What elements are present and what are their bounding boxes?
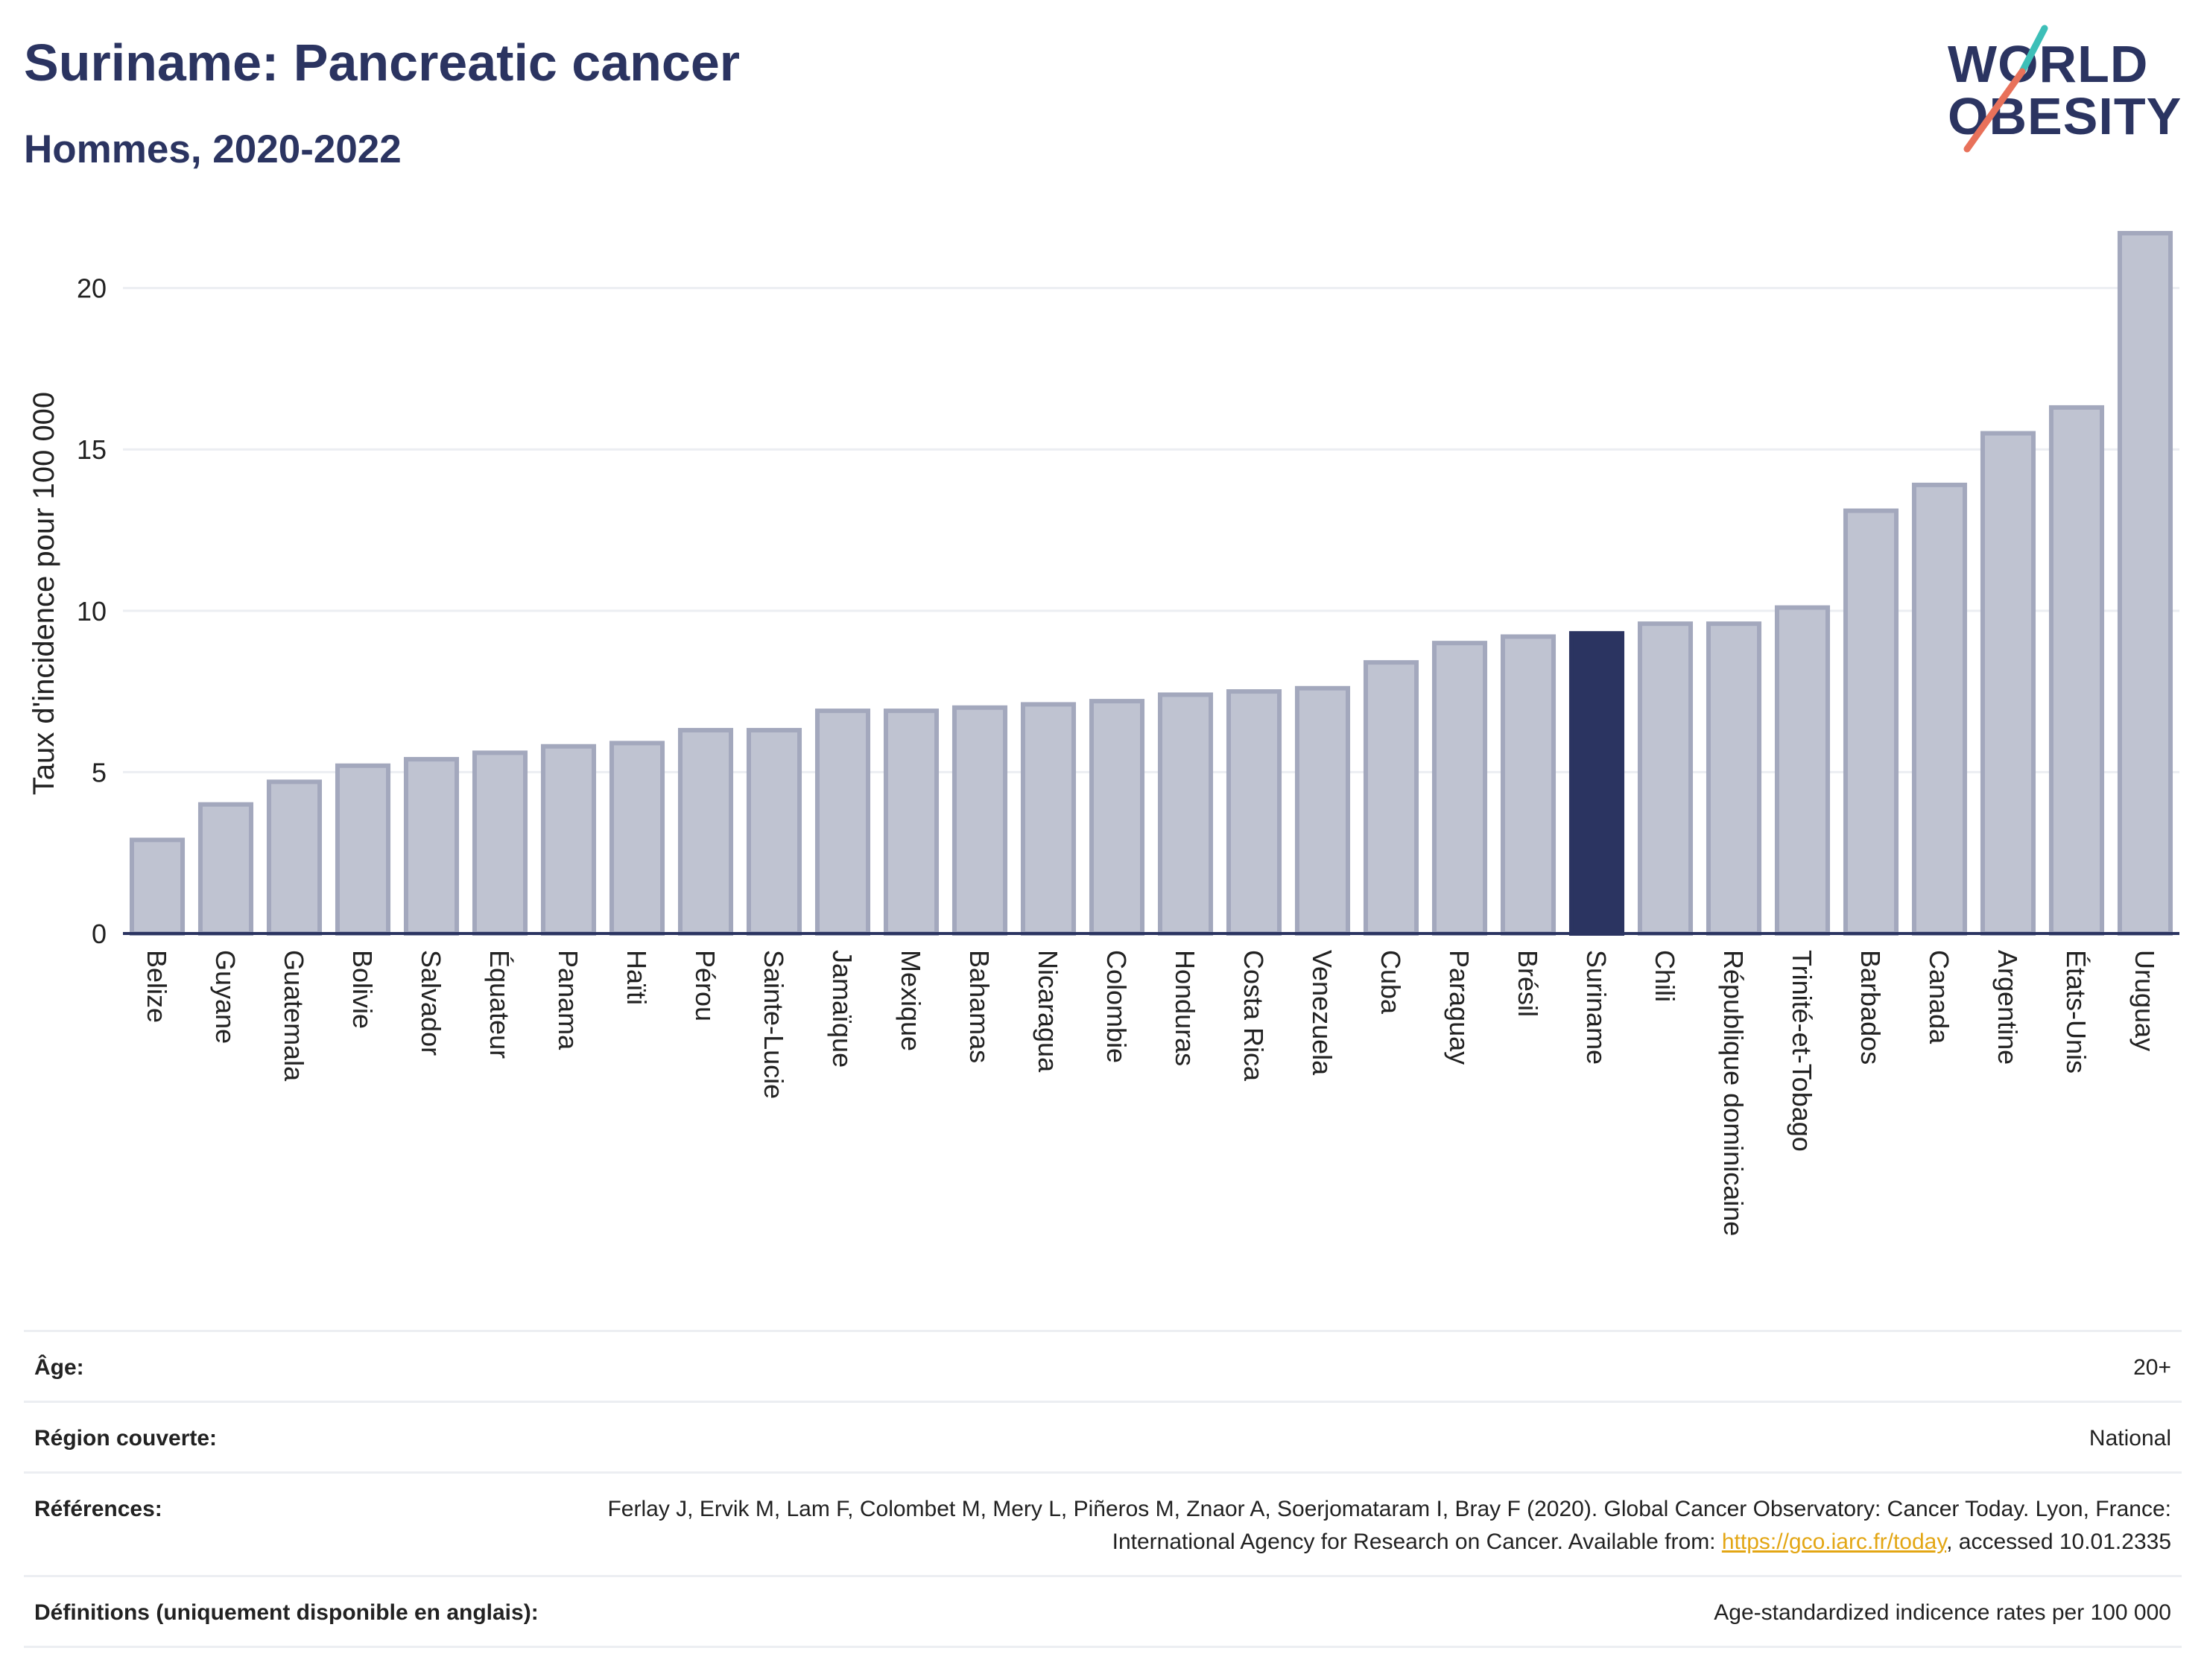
- meta-label: Définitions (uniquement disponible en an…: [34, 1600, 539, 1625]
- logo-word-world: WORLD: [1948, 35, 2149, 93]
- bar: [197, 802, 254, 936]
- x-tick-label: Bahamas: [964, 950, 995, 1063]
- x-tick-label: Sainte-Lucie: [759, 950, 789, 1099]
- x-tick-label: Haïti: [621, 950, 652, 1005]
- bar: [1294, 685, 1351, 936]
- x-tick-label: Guatemala: [279, 950, 309, 1082]
- meta-row-age: Âge: 20+: [24, 1330, 2182, 1401]
- x-tick-label: Barbados: [1855, 950, 1886, 1065]
- bar: [2048, 405, 2105, 936]
- x-tick-label: États-Unis: [2061, 950, 2091, 1074]
- x-tick-label: Jamaïque: [827, 950, 858, 1068]
- bar: [1706, 621, 1762, 936]
- reference-link[interactable]: https://gco.iarc.fr/today: [1721, 1530, 1947, 1554]
- x-tick-label: Uruguay: [2129, 950, 2160, 1051]
- bar: [266, 779, 323, 936]
- x-tick-label: Bolivie: [347, 950, 378, 1029]
- bar: [335, 763, 391, 936]
- bar: [1774, 605, 1831, 936]
- x-tick-label: Costa Rica: [1238, 950, 1269, 1082]
- x-tick-label: Venezuela: [1307, 950, 1337, 1076]
- bar: [814, 709, 871, 936]
- logo-slash-icon: [1963, 25, 2048, 153]
- bar: [1226, 689, 1282, 936]
- y-tick-label: 15: [77, 434, 107, 465]
- x-tick-label: Chili: [1650, 950, 1680, 1002]
- x-tick-label: Suriname: [1581, 950, 1612, 1065]
- bar: [609, 741, 665, 936]
- meta-row-references: Références: Ferlay J, Ervik M, Lam F, Co…: [24, 1471, 2182, 1575]
- bar: [1980, 431, 2036, 936]
- world-obesity-logo: WORLD OBESITY: [1945, 22, 2191, 156]
- x-tick-label: Mexique: [896, 950, 926, 1051]
- bar-chart: 0 5 10 15 20 Taux d'incidence pour 100 000 Bel…: [28, 230, 2179, 1236]
- bar: [472, 750, 528, 936]
- x-tick-label: Nicaragua: [1033, 950, 1063, 1073]
- bar: [1157, 692, 1214, 936]
- bar: [677, 728, 734, 936]
- meta-row-definitions: Définitions (uniquement disponible en an…: [24, 1575, 2182, 1648]
- bar: [1843, 508, 1899, 936]
- bar: [1500, 634, 1557, 936]
- x-tick-label: Honduras: [1170, 950, 1200, 1066]
- bar: [1637, 621, 1694, 936]
- meta-label: Âge:: [34, 1355, 84, 1380]
- bar: [1363, 660, 1419, 936]
- metadata-table: Âge: 20+ Région couverte: National Référ…: [24, 1330, 2182, 1648]
- x-tick-label: Brésil: [1513, 950, 1543, 1017]
- bar: [1568, 631, 1625, 936]
- x-tick-label: République dominicaine: [1718, 950, 1749, 1236]
- bar: [1020, 702, 1077, 936]
- meta-label: Références:: [34, 1497, 162, 1521]
- meta-value: Age-standardized indicence rates per 100…: [1714, 1600, 2171, 1625]
- bar: [2117, 230, 2173, 936]
- y-tick-label: 5: [92, 757, 107, 787]
- x-tick-label: Pérou: [690, 950, 721, 1021]
- bar: [129, 837, 186, 936]
- bar: [1431, 641, 1488, 936]
- meta-row-region: Région couverte: National: [24, 1401, 2182, 1471]
- chart-title: Suriname: Pancreatic cancer: [24, 34, 741, 92]
- bar: [951, 705, 1008, 936]
- meta-label: Région couverte:: [34, 1426, 218, 1451]
- y-tick-label: 0: [92, 919, 107, 949]
- x-tick-label: Panama: [553, 950, 583, 1050]
- x-tick-label: Paraguay: [1444, 950, 1475, 1065]
- meta-value: National: [2089, 1426, 2171, 1451]
- y-tick-label: 20: [77, 273, 107, 304]
- bar: [540, 744, 597, 936]
- x-tick-label: Belize: [142, 950, 172, 1023]
- y-axis-label: Taux d'incidence pour 100 000: [28, 392, 60, 795]
- x-tick-label: Guyane: [210, 950, 241, 1044]
- meta-value: Ferlay J, Ervik M, Lam F, Colombet M, Me…: [541, 1493, 2171, 1559]
- x-tick-label: Trinité-et-Tobago: [1787, 950, 1817, 1152]
- bar: [403, 757, 460, 936]
- x-tick-label: Cuba: [1375, 950, 1406, 1015]
- bar: [1089, 699, 1145, 936]
- x-tick-label: Canada: [1924, 950, 1954, 1045]
- y-tick-label: 10: [77, 596, 107, 627]
- chart-subtitle: Hommes, 2020-2022: [24, 127, 402, 171]
- bar: [883, 709, 940, 936]
- x-tick-label: Argentine: [1992, 950, 2023, 1065]
- reference-text: Ferlay J, Ervik M, Lam F, Colombet M, Me…: [607, 1497, 2171, 1554]
- reference-accessed: , accessed 10.01.2335: [1946, 1530, 2171, 1554]
- bar: [746, 728, 802, 936]
- bar: [1911, 482, 1968, 936]
- x-tick-label: Équateur: [484, 950, 515, 1059]
- meta-value: 20+: [2133, 1355, 2171, 1380]
- x-tick-label: Colombie: [1101, 950, 1132, 1063]
- x-tick-label: Salvador: [416, 950, 446, 1056]
